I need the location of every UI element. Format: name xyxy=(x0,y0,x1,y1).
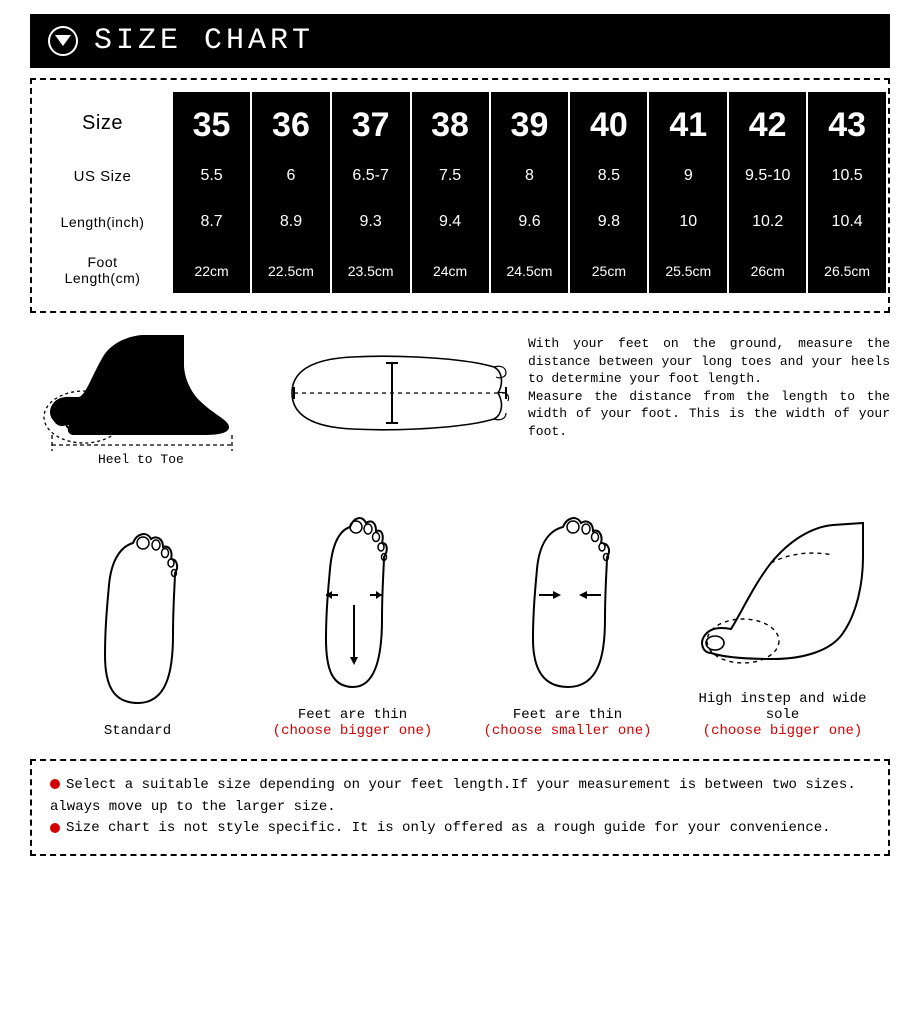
width-label: Width xyxy=(104,402,143,417)
foot-outline-diagram xyxy=(262,343,512,443)
heel-to-toe-label: Heel to Toe xyxy=(98,452,184,467)
foot-type-thin-smaller: Feet are thin (choose smaller one) xyxy=(463,509,673,739)
cell-size: 37 xyxy=(332,92,410,155)
row-label-foot: Foot Length(cm) xyxy=(34,247,171,293)
cell-length: 9.6 xyxy=(491,197,569,247)
row-label-length: Length(inch) xyxy=(34,197,171,247)
foot-type-title: Feet are thin xyxy=(463,707,673,723)
cell-us: 6 xyxy=(252,155,330,197)
foot-type-thin-bigger: Feet are thin (choose bigger one) xyxy=(248,509,458,739)
note-line: Size chart is not style specific. It is … xyxy=(50,818,870,840)
cell-length: 9.4 xyxy=(412,197,489,247)
cell-size: 42 xyxy=(729,92,806,155)
foot-type-standard: Standard xyxy=(33,525,243,739)
cell-us: 6.5-7 xyxy=(332,155,410,197)
cell-foot: 24.5cm xyxy=(491,247,569,293)
header-title: SIZE CHART xyxy=(94,24,314,58)
cell-length: 10.4 xyxy=(808,197,886,247)
note-text: Select a suitable size depending on your… xyxy=(50,777,856,815)
foot-side-diagram: Width Heel to Toe xyxy=(34,335,244,475)
foot-type-high-instep: High instep and wide sole (choose bigger… xyxy=(678,493,888,739)
cell-length: 8.9 xyxy=(252,197,330,247)
cell-us: 9 xyxy=(649,155,727,197)
cell-size: 39 xyxy=(491,92,569,155)
foot-types-row: Standard Feet are thin (choose xyxy=(30,493,890,739)
cell-foot: 24cm xyxy=(412,247,489,293)
chevron-down-circle-icon xyxy=(48,26,78,56)
cell-us: 9.5-10 xyxy=(729,155,806,197)
cell-foot: 26cm xyxy=(729,247,806,293)
bullet-icon xyxy=(50,779,60,789)
foot-type-title: High instep and wide sole xyxy=(678,691,888,723)
cell-us: 8 xyxy=(491,155,569,197)
row-label-size: Size xyxy=(34,92,171,155)
row-label-us: US Size xyxy=(34,155,171,197)
size-chart-frame: Size 35 36 37 38 39 40 41 42 43 US Size … xyxy=(30,78,890,313)
cell-foot: 22.5cm xyxy=(252,247,330,293)
table-row: Foot Length(cm) 22cm 22.5cm 23.5cm 24cm … xyxy=(34,247,886,293)
cell-length: 10 xyxy=(649,197,727,247)
cell-us: 5.5 xyxy=(173,155,250,197)
cell-us: 8.5 xyxy=(570,155,647,197)
table-row: Size 35 36 37 38 39 40 41 42 43 xyxy=(34,92,886,155)
header-bar: SIZE CHART xyxy=(30,14,890,68)
cell-foot: 26.5cm xyxy=(808,247,886,293)
measurement-section: Width Heel to Toe xyxy=(34,335,890,475)
cell-size: 43 xyxy=(808,92,886,155)
foot-type-advice: (choose bigger one) xyxy=(678,723,888,739)
cell-length: 9.8 xyxy=(570,197,647,247)
cell-size: 36 xyxy=(252,92,330,155)
cell-size: 38 xyxy=(412,92,489,155)
cell-foot: 22cm xyxy=(173,247,250,293)
cell-length: 10.2 xyxy=(729,197,806,247)
cell-size: 35 xyxy=(173,92,250,155)
foot-type-advice: (choose bigger one) xyxy=(248,723,458,739)
foot-type-advice: (choose smaller one) xyxy=(463,723,673,739)
bullet-icon xyxy=(50,823,60,833)
notes-frame: Select a suitable size depending on your… xyxy=(30,759,890,856)
cell-foot: 23.5cm xyxy=(332,247,410,293)
note-line: Select a suitable size depending on your… xyxy=(50,775,870,818)
cell-us: 10.5 xyxy=(808,155,886,197)
note-text: Size chart is not style specific. It is … xyxy=(66,820,831,836)
table-row: US Size 5.5 6 6.5-7 7.5 8 8.5 9 9.5-10 1… xyxy=(34,155,886,197)
cell-size: 40 xyxy=(570,92,647,155)
cell-foot: 25.5cm xyxy=(649,247,727,293)
table-row: Length(inch) 8.7 8.9 9.3 9.4 9.6 9.8 10 … xyxy=(34,197,886,247)
cell-length: 9.3 xyxy=(332,197,410,247)
cell-foot: 25cm xyxy=(570,247,647,293)
cell-length: 8.7 xyxy=(173,197,250,247)
measurement-instructions: With your feet on the ground, measure th… xyxy=(528,335,890,440)
foot-type-title: Standard xyxy=(33,723,243,739)
cell-size: 41 xyxy=(649,92,727,155)
foot-type-title: Feet are thin xyxy=(248,707,458,723)
cell-us: 7.5 xyxy=(412,155,489,197)
size-chart-table: Size 35 36 37 38 39 40 41 42 43 US Size … xyxy=(32,92,888,293)
